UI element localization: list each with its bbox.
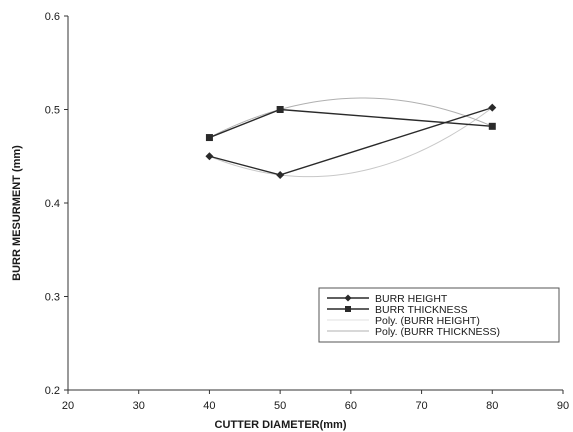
- y-axis-title: BURR MESURMENT (mm): [11, 145, 23, 281]
- y-tick-label: 0.5: [45, 105, 60, 117]
- series-1-point: [205, 152, 214, 161]
- series-2-point: [488, 122, 496, 130]
- legend-marker-1: [344, 294, 352, 302]
- axes: 0.2 0.3 0.4 0.5 0.6 20 30 40 50 60 70 80 90 CUTTER DI…: [11, 11, 569, 431]
- y-tick-label: 0.4: [45, 198, 60, 210]
- series-2-point: [205, 134, 213, 142]
- series-group: [205, 103, 497, 179]
- series-1-point: [488, 103, 497, 112]
- x-tick-label: 90: [557, 400, 569, 412]
- legend-box: [318, 287, 560, 343]
- legend-label-2: BURR THICKNESS: [375, 304, 468, 316]
- x-tick-label: 50: [274, 400, 286, 412]
- x-tick-label: 80: [486, 400, 498, 412]
- x-tick-label: 30: [133, 400, 145, 412]
- y-tick-label: 0.2: [45, 385, 60, 397]
- x-tick-label: 70: [415, 400, 427, 412]
- trendline-1: [209, 107, 493, 178]
- series-2-point: [276, 106, 284, 113]
- legend-label-3: Poly. (BURR HEIGHT): [375, 315, 480, 327]
- trendlines: [209, 97, 493, 178]
- trendline-2: [209, 97, 493, 138]
- legend-marker-2: [345, 306, 351, 312]
- y-tick-label: 0.6: [45, 11, 60, 23]
- x-tick-label: 40: [203, 400, 215, 412]
- legend-label-4: Poly. (BURR THICKNESS): [375, 326, 500, 338]
- x-tick-label: 20: [62, 400, 74, 412]
- x-tick-label: 60: [345, 400, 357, 412]
- y-tick-label: 0.3: [45, 292, 60, 304]
- legend-label-1: BURR HEIGHT: [375, 293, 448, 305]
- series-1-point: [276, 170, 285, 179]
- x-axis-title: CUTTER DIAMETER(mm): [215, 419, 347, 431]
